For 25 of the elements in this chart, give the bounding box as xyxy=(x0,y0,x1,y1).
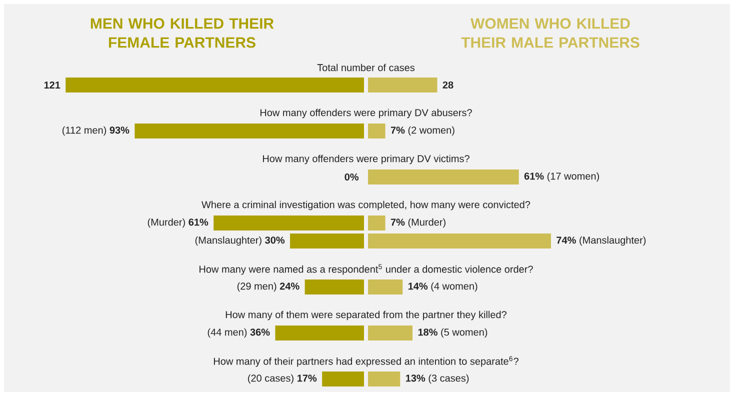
chart-title: MEN WHO KILLED THEIR FEMALE PARTNERS xyxy=(90,18,274,48)
data-label: 7% (2 women) xyxy=(390,126,454,136)
y-tick-label: How many offenders were primary DV victims? xyxy=(262,154,470,164)
data-label: 0% xyxy=(344,173,359,181)
chart-title: WOMEN WHO KILLED THEIR MALE PARTNERS xyxy=(461,18,640,48)
data-label: (44 men) 36% xyxy=(208,328,270,338)
data-label: 13% (3 cases) xyxy=(406,374,469,384)
data-label: (112 men) 93% xyxy=(62,126,130,136)
data-label: 14% (4 women) xyxy=(408,282,478,292)
y-tick-label: Total number of cases xyxy=(317,64,415,72)
y-tick-label: How many offenders were primary DV abusers? xyxy=(260,108,472,118)
data-label: 121 xyxy=(44,82,60,88)
data-label: 18% (5 women) xyxy=(418,328,488,338)
y-tick-label: How many of them were separated from the partner they killed? xyxy=(226,310,506,320)
data-label: 61% (17 women) xyxy=(524,172,599,182)
data-label: 28 xyxy=(442,81,454,89)
data-label: 7% (Murder) xyxy=(390,218,446,228)
y-tick-label: How many of their partners had expressed an intention to separate$^{6}$? xyxy=(214,356,518,367)
y-tick-label: Where a criminal investigation was completed, how many were convicted? xyxy=(202,200,530,210)
data-label: (Murder) 61% xyxy=(148,218,208,228)
data-label: 74% (Manslaughter) xyxy=(556,236,646,246)
data-label: (Manslaughter) 30% xyxy=(195,236,285,246)
data-label: (29 men) 24% xyxy=(237,282,300,292)
y-tick-label: How many were named as a respondent$^{5}$ under a domestic violence order? xyxy=(200,264,533,275)
data-label: (20 cases) 17% xyxy=(248,374,317,384)
